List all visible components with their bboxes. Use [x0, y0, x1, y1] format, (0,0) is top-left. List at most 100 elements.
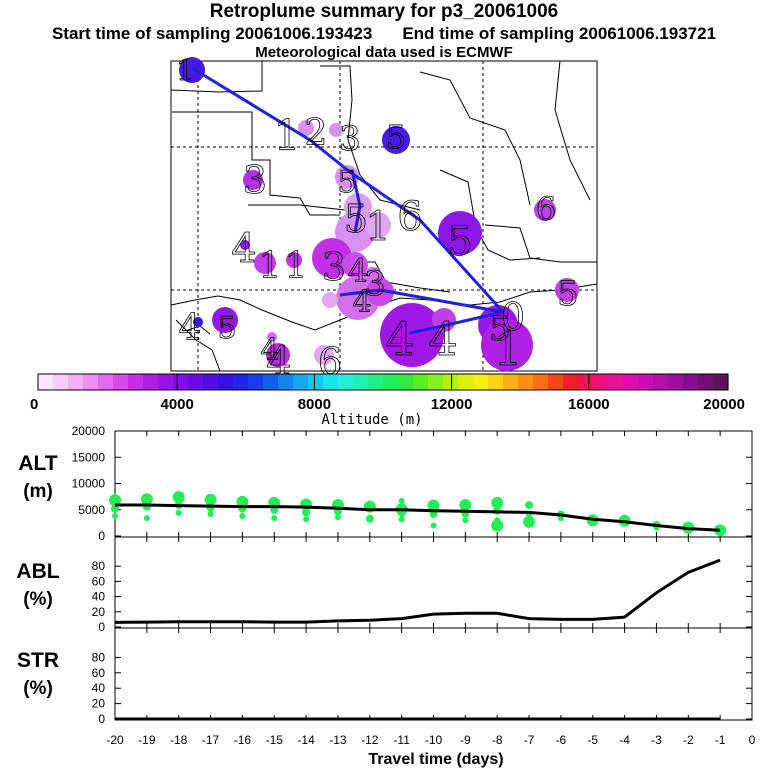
- plume-number-label: 4: [231, 226, 256, 272]
- plume-circle: [267, 332, 277, 342]
- y-tick-label: 20: [92, 697, 106, 711]
- altitude-point: [525, 501, 534, 510]
- colorbar-cell: [68, 374, 84, 390]
- y-tick-label: 0: [98, 529, 105, 543]
- x-tick-label: 0: [749, 733, 756, 747]
- plume-circle: [212, 307, 238, 333]
- x-tick-label: -13: [329, 733, 347, 747]
- y-tick-label: 0: [98, 620, 105, 634]
- plume-number-label: 0: [501, 295, 525, 339]
- plume-number-label: 4: [260, 333, 279, 368]
- y-tick-label: 20: [92, 605, 106, 619]
- colorbar-tick-label: 16000: [568, 396, 610, 413]
- x-tick-label: -5: [587, 733, 598, 747]
- trajectory-line: [409, 310, 504, 335]
- trajectory: [191, 66, 505, 335]
- plume-circle: [438, 211, 482, 255]
- colorbar-cell: [83, 374, 99, 390]
- panel-unit-label: (m): [23, 481, 53, 502]
- colorbar-tick-label: 12000: [431, 396, 473, 413]
- colorbar-cell: [413, 374, 429, 390]
- colorbar-cell: [263, 374, 279, 390]
- plume-number-label: 1: [274, 111, 301, 160]
- plume-circle: [555, 278, 579, 302]
- colorbar-cell: [473, 374, 489, 390]
- x-tick-label: -11: [393, 733, 410, 747]
- plume-number-label: 1: [176, 54, 194, 87]
- colorbar-cell: [368, 374, 384, 390]
- altitude-point: [714, 524, 727, 537]
- colorbar-cell: [713, 374, 729, 390]
- x-tick-label: -17: [202, 733, 220, 747]
- x-tick-label: -7: [524, 733, 535, 747]
- time-series-panels: 20000150001000050000ALT(m)806040200ABL(%…: [16, 424, 755, 768]
- altitude-point: [143, 515, 150, 522]
- plume-number-label: 1: [365, 204, 390, 250]
- plume-number-label: 6: [397, 194, 422, 240]
- colorbar-cell: [308, 374, 324, 390]
- plume-circle: [266, 343, 290, 367]
- colorbar-cell: [533, 374, 549, 390]
- colorbar-tick-label: 8000: [298, 396, 331, 413]
- colorbar-cell: [98, 374, 114, 390]
- colorbar-cell: [278, 374, 294, 390]
- colorbar-cell: [638, 374, 654, 390]
- panel-title: STR: [17, 649, 59, 672]
- sampling-times: Start time of sampling 20061006.193423 En…: [0, 24, 768, 44]
- state-border: [170, 61, 263, 93]
- x-tick-label: -16: [234, 733, 252, 747]
- x-tick-label: -2: [683, 733, 694, 747]
- colorbar-cells: [38, 374, 729, 390]
- colorbar-cell: [293, 374, 309, 390]
- altitude-point: [523, 515, 536, 528]
- altitude-point: [204, 493, 217, 506]
- altitude-point: [112, 513, 118, 520]
- altitude-point: [427, 499, 440, 512]
- plume-number-label: 5: [217, 311, 236, 346]
- plume-number-label: 3: [364, 264, 386, 304]
- y-tick-label: 0: [98, 712, 105, 726]
- state-border: [439, 169, 541, 261]
- x-axis-labels: -20 -19 -18 -17 -16 -15 -14 -13 -12 -11 -10 -9 -8 -7-…: [106, 733, 755, 768]
- colorbar-axis-label: Altitude (m): [321, 412, 422, 428]
- plume-number-label: 4: [348, 252, 368, 290]
- met-data-label: Meteorological data used is ECMWF: [255, 44, 513, 61]
- trajectory-line: [191, 66, 505, 314]
- altitude-point: [140, 493, 153, 506]
- colorbar-ticks: 0 4000 8000 12000 16000 20000: [30, 374, 745, 413]
- altitude-point: [271, 515, 278, 522]
- state-border: [172, 111, 340, 216]
- chart-title: Retroplume summary for p3_20061006: [209, 1, 559, 22]
- plume-number-label: 4: [352, 285, 371, 320]
- plume-circle: [254, 252, 276, 274]
- y-tick-label: 40: [92, 590, 106, 604]
- altitude-point: [430, 522, 437, 529]
- colorbar-cell: [53, 374, 69, 390]
- plume-number-label: 1: [259, 246, 282, 287]
- plume-number-label: 3: [322, 245, 346, 289]
- plume-circle: [179, 57, 205, 83]
- colorbar-cell: [398, 374, 414, 390]
- y-tick-label: 60: [92, 666, 106, 680]
- colorbar-cell: [563, 374, 579, 390]
- colorbar-cell: [38, 374, 54, 390]
- colorbar-cell: [428, 374, 444, 390]
- y-tick-label: 15000: [72, 450, 106, 464]
- state-border: [484, 224, 597, 263]
- colorbar-cell: [188, 374, 204, 390]
- altitude-point: [172, 491, 185, 504]
- plume-circle: [240, 240, 250, 250]
- series-line-abl: [114, 558, 721, 624]
- altitude-point: [175, 509, 182, 516]
- y-tick-label: 20000: [72, 424, 106, 438]
- altitude-point: [303, 516, 310, 523]
- panel-unit-label: (%): [23, 678, 53, 699]
- colorbar-cell: [158, 374, 174, 390]
- y-tick-label: 80: [92, 650, 106, 664]
- plume-circle: [314, 345, 334, 365]
- series-line-alt: [115, 503, 721, 532]
- colorbar: 0 4000 8000 12000 16000 20000 Altitude (m): [30, 373, 745, 428]
